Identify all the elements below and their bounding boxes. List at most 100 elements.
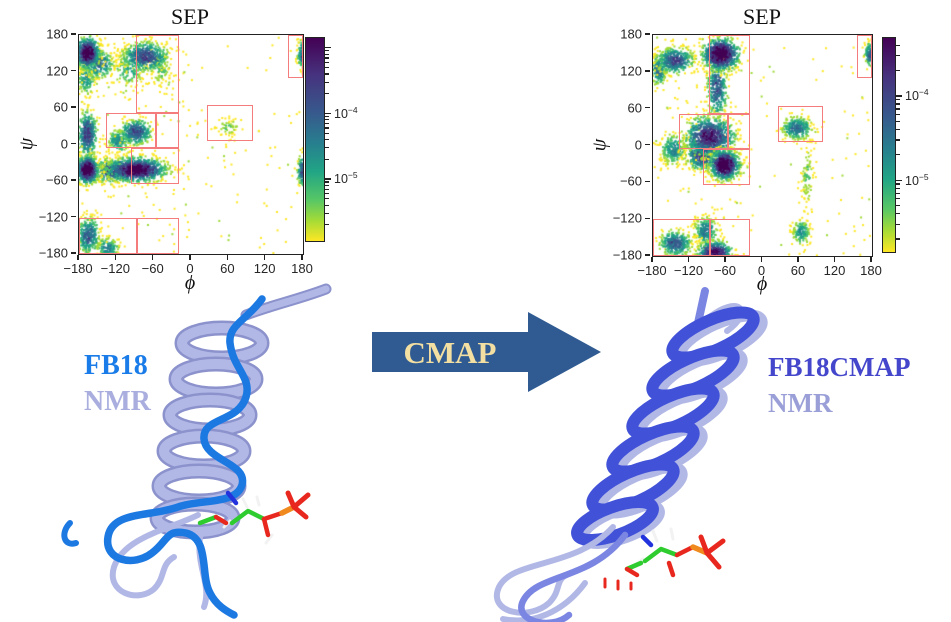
colorbar-tick (896, 114, 900, 116)
basin-box (708, 35, 751, 114)
colorbar-tick (325, 61, 329, 63)
x-axis-tick (724, 257, 726, 262)
x-axis-tick (651, 257, 653, 262)
y-tick-label: 60 (53, 99, 68, 115)
y-tick-label: 120 (46, 63, 68, 78)
x-tick-label: −120 (673, 263, 704, 278)
colorbar-tick (896, 128, 900, 131)
nmr-loop (493, 524, 616, 616)
x-axis-tick (189, 255, 191, 260)
ramachandran-plot-left (78, 34, 304, 255)
colorbar-tick (325, 158, 329, 160)
nmr-loop (500, 580, 588, 622)
colorbar-tick (896, 95, 902, 97)
left-x-axis-label: ϕ (184, 272, 196, 294)
y-tick-label: 0 (60, 136, 68, 151)
y-tick-label: −120 (38, 209, 68, 224)
colorbar-tick (896, 204, 900, 207)
basin-box (777, 105, 824, 143)
colorbar-tick (325, 204, 329, 206)
colorbar-tick (325, 112, 331, 115)
x-tick-label: 180 (860, 263, 882, 278)
x-tick-label: 180 (291, 261, 313, 276)
x-axis-tick (687, 257, 690, 262)
x-tick-label: 120 (253, 261, 276, 276)
y-tick-label: −180 (38, 245, 68, 261)
colorbar-tick (325, 212, 329, 214)
colorbar-tick (325, 66, 329, 69)
x-axis-tick (833, 257, 836, 262)
y-axis-tick (71, 106, 76, 108)
fb18cmap-tube (694, 287, 709, 327)
y-tick-label: −180 (612, 247, 642, 263)
colorbar-tick (325, 188, 329, 190)
basin-box (728, 113, 751, 149)
x-axis-tick (114, 255, 117, 260)
colorbar-tick (896, 187, 900, 189)
right-x-axis-label: ϕ (756, 273, 768, 295)
fb18-tube (104, 295, 266, 619)
y-tick-label: 0 (634, 137, 642, 152)
y-axis-tick (71, 215, 76, 218)
label-fb18: FB18 (84, 350, 148, 381)
y-axis-tick (71, 142, 76, 145)
ramachandran-plot-right (652, 34, 873, 257)
colorbar-tick (896, 103, 900, 105)
colorbar-tick (325, 184, 329, 186)
fb18-tube (61, 520, 79, 547)
y-tick-label: 60 (627, 100, 642, 116)
colorbar-tick (325, 53, 329, 55)
y-axis-tick (645, 33, 650, 35)
colorbar-tick (896, 44, 900, 46)
colorbar-tick (896, 108, 900, 110)
cmap-arrow-shape (372, 312, 601, 392)
x-tick-label: 0 (757, 263, 766, 278)
colorbar-label: 10−4 (334, 104, 358, 121)
colorbar-tick (896, 223, 900, 225)
colorbar-tick (896, 69, 900, 72)
colorbar-tick (325, 178, 331, 180)
y-tick-label: 180 (46, 26, 68, 42)
colorbar-tick (896, 213, 900, 215)
y-axis-tick (71, 252, 76, 254)
basin-box (79, 217, 137, 254)
x-tick-label: 120 (823, 263, 846, 278)
colorbar-tick (896, 198, 900, 200)
x-tick-label: −60 (713, 263, 737, 278)
x-axis-tick (797, 257, 799, 262)
nmr-loop (109, 512, 201, 599)
y-axis-tick (645, 107, 650, 109)
basin-box (703, 148, 751, 186)
x-axis-tick (870, 257, 872, 262)
colorbar-tick (325, 123, 329, 125)
colorbar-tick (325, 181, 329, 183)
basin-box (136, 35, 179, 113)
x-tick-label: −180 (637, 263, 667, 278)
colorbar-tick (325, 119, 329, 121)
basin-box (156, 112, 179, 148)
basin-box (206, 104, 254, 142)
colorbar-tick (325, 93, 329, 95)
x-axis-tick (264, 255, 266, 260)
basin-box (653, 219, 710, 256)
label-nmr-left: NMR (84, 386, 151, 417)
cmap-arrow-label: CMAP (404, 335, 497, 370)
colorbar-tick (896, 99, 900, 101)
y-axis-tick (71, 179, 76, 181)
right-plot-title: SEP (743, 4, 781, 29)
basin-box (130, 147, 179, 185)
colorbar-tick (896, 192, 900, 194)
colorbar-tick (325, 132, 329, 134)
y-axis-tick (645, 180, 650, 183)
x-tick-label: 60 (220, 261, 235, 276)
colorbar-tick (896, 179, 902, 181)
colorbar-tick (325, 47, 331, 49)
y-tick-label: 180 (620, 26, 642, 42)
colorbar-tick (325, 224, 329, 226)
fb18cmap-tube (518, 531, 629, 622)
colorbar-label: 10−5 (905, 171, 929, 188)
colorbar-tick (325, 193, 329, 195)
colorbar-label: 10−4 (905, 87, 929, 104)
colorbar-tick (896, 120, 900, 122)
label-fb18cmap: FB18CMAP (768, 352, 911, 382)
